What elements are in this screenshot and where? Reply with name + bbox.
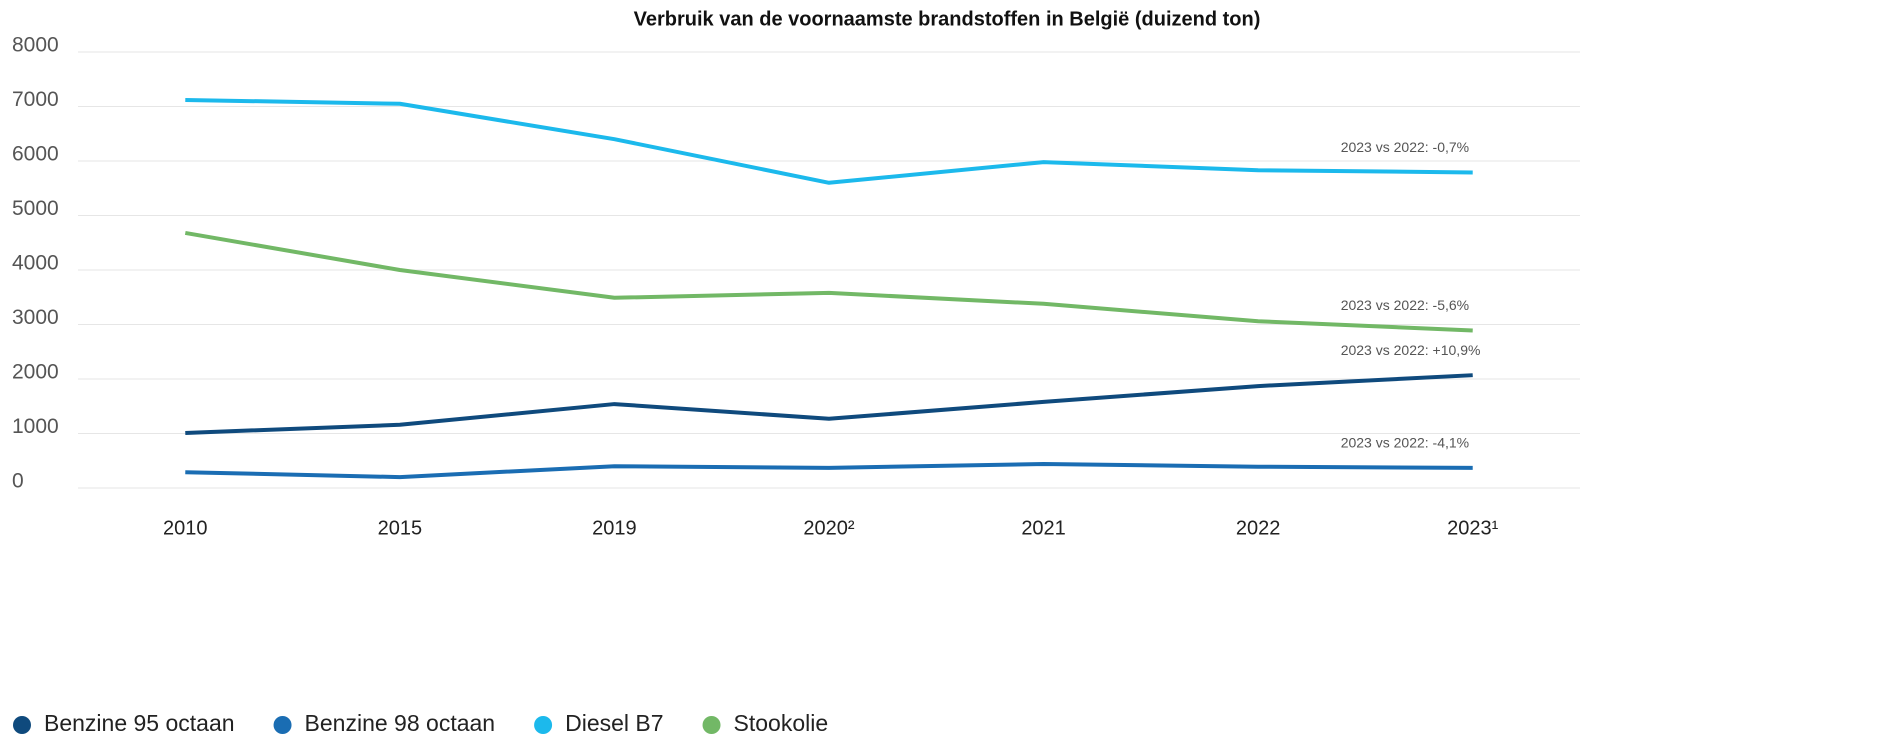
y-tick-label: 1000 (12, 415, 59, 438)
x-tick-label: 2010 (163, 517, 208, 539)
annotation: 2023 vs 2022: +10,9% (1341, 342, 1481, 358)
y-tick-label: 0 (12, 470, 24, 493)
series-line (185, 373, 1473, 435)
legend-marker (13, 716, 31, 734)
legend-label: Stookolie (734, 710, 829, 736)
annotation: 2023 vs 2022: -0,7% (1341, 139, 1469, 155)
x-tick-label: 2021 (1021, 517, 1066, 539)
x-tick-label: 2022 (1236, 517, 1281, 539)
series-line (185, 462, 1473, 480)
legend-marker (534, 716, 553, 734)
legend-label: Benzine 98 octaan (305, 710, 496, 736)
y-tick-label: 3000 (12, 306, 59, 329)
x-tick-label: 2020² (803, 517, 854, 539)
y-tick-label: 4000 (12, 252, 59, 275)
legend-marker (702, 716, 721, 734)
x-tick-label: 2019 (592, 517, 637, 539)
series-line (185, 97, 1473, 185)
legend-label: Diesel B7 (565, 710, 663, 736)
x-tick-label: 2015 (378, 517, 423, 539)
y-tick-label: 8000 (12, 34, 59, 57)
annotation: 2023 vs 2022: -4,1% (1341, 435, 1469, 451)
chart-title: Verbruik van de voornaamste brandstoffen… (634, 8, 1261, 30)
series-line (184, 230, 1473, 333)
legend-marker (273, 716, 292, 734)
x-tick-label: 2023¹ (1447, 517, 1498, 539)
y-tick-label: 7000 (12, 88, 59, 111)
annotation: 2023 vs 2022: -5,6% (1341, 297, 1469, 313)
legend-label: Benzine 95 octaan (44, 710, 235, 736)
y-tick-label: 2000 (12, 361, 59, 384)
y-tick-label: 5000 (12, 197, 59, 220)
y-tick-label: 6000 (12, 143, 59, 166)
